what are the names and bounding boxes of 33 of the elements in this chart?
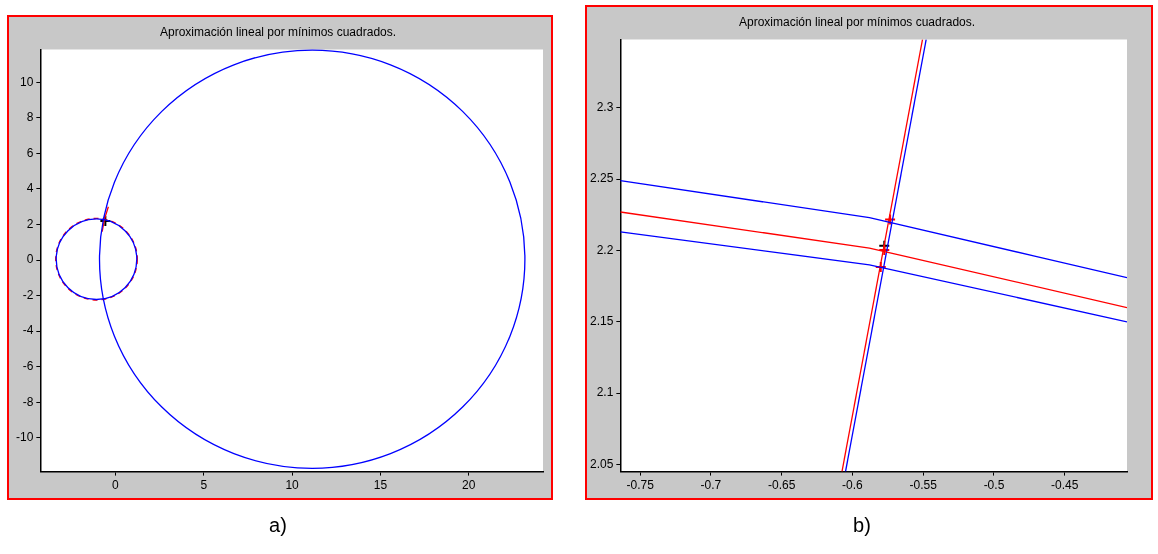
y-tick-label: -4 [22,323,34,338]
x-tick-label: -0.5 [983,478,1005,493]
x-tick-label: -0.75 [626,478,655,493]
y-tick-label: 10 [19,74,34,89]
y-tick-label: -6 [22,359,34,374]
x-tick-label: 0 [112,478,120,493]
text: b) [852,514,872,537]
x-tick-label: -0.7 [700,478,722,493]
x-tick-label: -0.65 [768,478,796,493]
y-tick-label: 6 [26,145,34,160]
y-tick-label: 4 [26,181,34,196]
y-tick-label: 2 [26,216,34,231]
x-tick-label: -0.45 [1051,478,1079,493]
y-tick-label: 2.2 [596,242,614,257]
x-tick-label: 15 [373,478,388,493]
y-tick-label: 2.3 [596,100,614,115]
y-tick-label: -8 [22,394,34,409]
chart-title: Aproximación lineal por mínimos cuadrados. [738,14,976,29]
x-tick-label: 10 [285,478,300,493]
y-tick-label: 8 [26,110,34,125]
y-tick-label: 2.05 [590,456,614,471]
y-tick-label: 2.25 [590,171,614,186]
x-tick-label: -0.55 [909,478,938,493]
y-tick-label: 2.15 [590,314,614,329]
y-tick-label: -10 [16,430,34,445]
y-tick-label: -2 [22,287,34,302]
y-tick-label: 2.1 [596,385,614,400]
x-tick-label: 20 [462,478,476,493]
y-tick-label: 0 [26,252,34,267]
text: a) [268,514,288,537]
x-tick-label: 5 [200,478,208,493]
x-tick-label: -0.6 [842,478,864,493]
chart-title: Aproximación lineal por mínimos cuadrados. [159,24,397,39]
